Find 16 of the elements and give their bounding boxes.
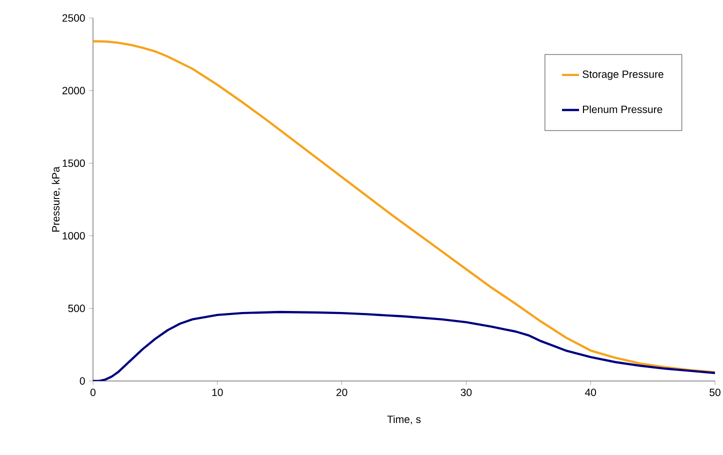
legend-label: Storage Pressure [582,70,664,80]
y-axis-title: Pressure, kPa [52,166,61,232]
y-tick-label: 500 [68,304,85,312]
y-tick-label: 2000 [62,86,85,94]
y-tick-label: 0 [80,377,85,385]
x-tick-label: 0 [90,388,96,396]
y-tick-label: 1500 [62,159,85,167]
x-tick-label: 30 [460,388,472,396]
x-tick-label: 50 [710,388,720,396]
legend-label: Plenum Pressure [583,105,662,114]
y-tick-label: 1000 [62,232,85,240]
x-tick-label: 10 [212,388,223,396]
x-axis-title: Time, s [387,415,421,424]
x-tick-label: 40 [585,388,596,396]
x-tick-label: 20 [336,388,348,396]
y-tick-label: 2500 [62,14,85,22]
